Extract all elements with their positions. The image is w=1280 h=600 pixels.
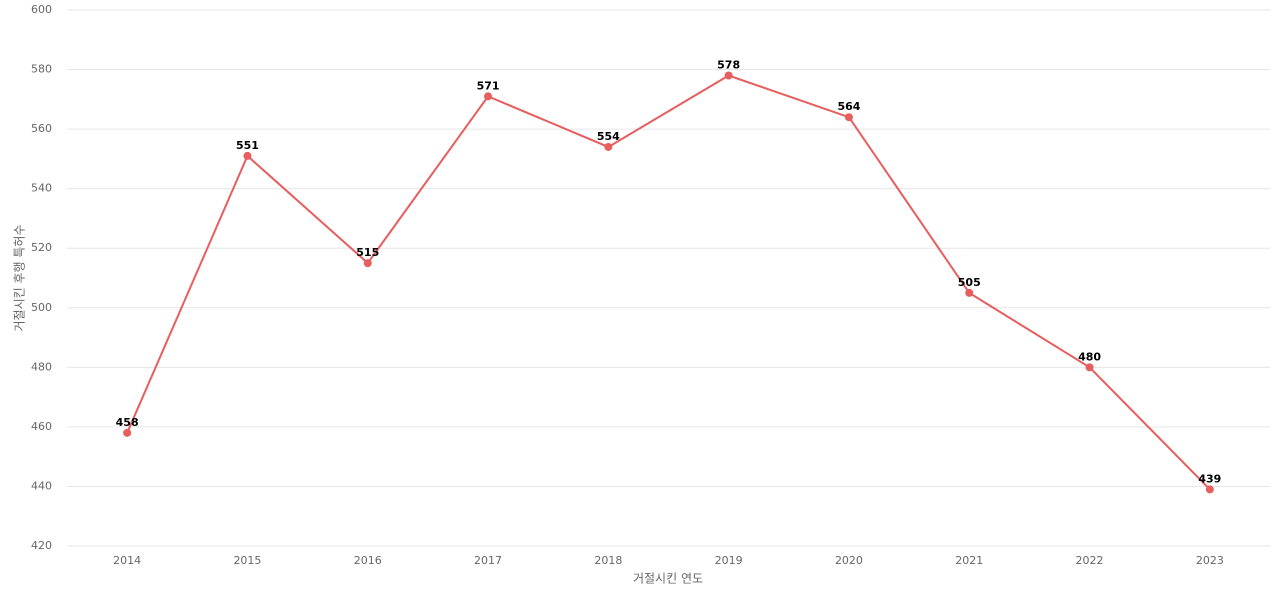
x-tick-label: 2021 (955, 554, 983, 567)
x-tick-label: 2023 (1196, 554, 1224, 567)
point (363, 259, 372, 268)
y-tick-label: 580 (31, 63, 52, 76)
line (126, 74, 1211, 491)
data-label: 571 (477, 79, 500, 92)
y-tick-label: 480 (31, 360, 52, 373)
data-label: 515 (356, 246, 379, 259)
y-tick-label: 460 (31, 420, 52, 433)
point (484, 92, 493, 101)
data-label: 551 (236, 139, 259, 152)
point (724, 71, 733, 80)
point (604, 142, 613, 151)
data-label: 458 (116, 416, 139, 429)
x-tick-label: 2016 (354, 554, 382, 567)
point (243, 151, 252, 160)
x-axis-label: 거절시킨 연도 (633, 572, 703, 586)
y-tick-label: 540 (31, 182, 52, 195)
data-label: 554 (597, 130, 620, 143)
point (123, 428, 132, 437)
data-label: 505 (958, 276, 981, 289)
data-label: 439 (1198, 472, 1221, 485)
y-tick-label: 420 (31, 539, 52, 552)
y-tick-label: 500 (31, 301, 52, 314)
y-tick-label: 560 (31, 122, 52, 135)
point (1085, 363, 1094, 372)
y-axis-label: 거절시킨 후행 특허수 (12, 225, 27, 332)
x-tick-label: 2022 (1076, 554, 1104, 567)
x-tick-label: 2017 (474, 554, 502, 567)
x-tick-label: 2015 (233, 554, 261, 567)
y-tick-label: 600 (31, 3, 52, 16)
x-tick-label: 2014 (113, 554, 141, 567)
data-label: 564 (837, 100, 860, 113)
data-label: 480 (1078, 350, 1101, 363)
x-tick-label: 2018 (594, 554, 622, 567)
x-tick-label: 2020 (835, 554, 863, 567)
y-tick-label: 520 (31, 241, 52, 254)
x-tick-label: 2019 (715, 554, 743, 567)
point (965, 288, 974, 297)
point (1205, 485, 1214, 494)
data-label: 578 (717, 59, 740, 72)
y-tick-label: 440 (31, 479, 52, 492)
point (844, 113, 853, 122)
